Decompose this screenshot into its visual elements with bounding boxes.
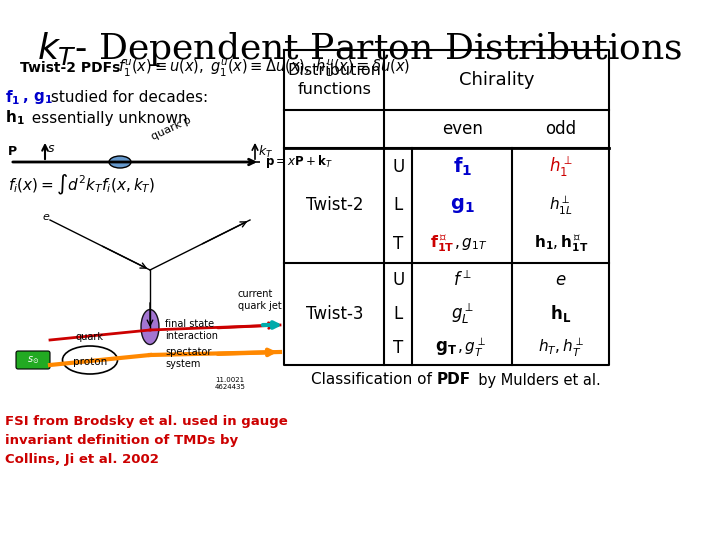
- Text: $\mathbf{p} = x\mathbf{P} + \mathbf{k}_T$: $\mathbf{p} = x\mathbf{P} + \mathbf{k}_T…: [265, 153, 333, 171]
- Text: U: U: [392, 271, 405, 289]
- Text: Twist-2: Twist-2: [306, 197, 363, 214]
- Text: odd: odd: [545, 120, 577, 138]
- Text: $,g_{1T}$: $,g_{1T}$: [454, 236, 488, 252]
- Text: U: U: [392, 158, 405, 176]
- Text: $\mathbf{g_1}$: $\mathbf{g_1}$: [450, 196, 474, 215]
- Text: by Mulders et al.: by Mulders et al.: [469, 373, 600, 388]
- Text: 11.0021
4624435: 11.0021 4624435: [215, 377, 246, 390]
- Text: e: e: [42, 212, 49, 222]
- Text: $f^{\perp}$: $f^{\perp}$: [453, 271, 472, 289]
- Text: $\mathbf{h_1},\mathbf{h_{1T}^{\perp}}$: $\mathbf{h_1},\mathbf{h_{1T}^{\perp}}$: [534, 233, 588, 254]
- Text: current
quark jet: current quark jet: [238, 289, 282, 311]
- Text: $\mathbf{h_L}$: $\mathbf{h_L}$: [550, 303, 572, 325]
- Text: $f_i(x) = \int d^2k_T f_i(x,k_T)$: $f_i(x) = \int d^2k_T f_i(x,k_T)$: [8, 173, 156, 197]
- Text: even: even: [442, 120, 483, 138]
- Text: quark p: quark p: [150, 115, 193, 142]
- FancyBboxPatch shape: [16, 351, 50, 369]
- Text: PDF: PDF: [437, 373, 471, 388]
- Text: $\mathbf{h_1}$: $\mathbf{h_1}$: [5, 109, 24, 127]
- Ellipse shape: [141, 309, 159, 345]
- Ellipse shape: [63, 346, 117, 374]
- Text: $k_T$: $k_T$: [258, 144, 273, 160]
- Text: $\mathbf{,\, g_1}$: $\mathbf{,\, g_1}$: [22, 90, 53, 106]
- Text: $\mathbf{f_1}$: $\mathbf{f_1}$: [453, 156, 472, 178]
- Text: Classification of: Classification of: [311, 373, 437, 388]
- Text: s: s: [48, 141, 55, 154]
- Text: proton: proton: [73, 357, 107, 367]
- Text: FSI from Brodsky et al. used in gauge
invariant definition of TMDs by
Collins, J: FSI from Brodsky et al. used in gauge in…: [5, 415, 288, 466]
- Text: T: T: [393, 235, 403, 253]
- Text: Twist-2 PDFs: Twist-2 PDFs: [20, 61, 120, 75]
- Text: $\mathbf{g_T}$: $\mathbf{g_T}$: [436, 339, 457, 357]
- Text: $,g_T^{\perp}$: $,g_T^{\perp}$: [457, 337, 487, 359]
- Text: Distribution
functions: Distribution functions: [287, 63, 382, 97]
- Text: $h_{1L}^{\perp}$: $h_{1L}^{\perp}$: [549, 194, 573, 217]
- Ellipse shape: [109, 156, 131, 168]
- Text: $\mathbf{f_{1T}^{\perp}}$: $\mathbf{f_{1T}^{\perp}}$: [430, 233, 454, 254]
- Text: Chirality: Chirality: [459, 71, 535, 89]
- Text: $f_1^u(x) \equiv u(x),\; g_1^u(x) \equiv \Delta u(x),\; h_1^u(x) \equiv \delta u: $f_1^u(x) \equiv u(x),\; g_1^u(x) \equiv…: [118, 57, 410, 78]
- Text: $s_{\odot}$: $s_{\odot}$: [27, 354, 39, 366]
- Text: final state
interaction: final state interaction: [165, 319, 218, 341]
- Text: studied for decades:: studied for decades:: [46, 91, 208, 105]
- Text: $h_1^{\perp}$: $h_1^{\perp}$: [549, 155, 572, 179]
- Text: L: L: [394, 305, 403, 323]
- Text: essentially unknown: essentially unknown: [22, 111, 188, 125]
- Text: $\mathbf{f_1}$: $\mathbf{f_1}$: [5, 89, 20, 107]
- Text: $g_L^{\perp}$: $g_L^{\perp}$: [451, 302, 474, 326]
- Text: spectator
system: spectator system: [165, 347, 212, 369]
- Text: Twist-3: Twist-3: [306, 305, 363, 323]
- Text: L: L: [394, 197, 403, 214]
- Text: $k_T$- Dependent Parton Distributions: $k_T$- Dependent Parton Distributions: [37, 30, 683, 68]
- Text: P: P: [8, 145, 17, 158]
- Text: T: T: [393, 339, 403, 357]
- Text: $h_T,h_T^{\perp}$: $h_T,h_T^{\perp}$: [538, 337, 584, 359]
- Text: $e$: $e$: [555, 271, 567, 289]
- Text: quark: quark: [75, 332, 103, 342]
